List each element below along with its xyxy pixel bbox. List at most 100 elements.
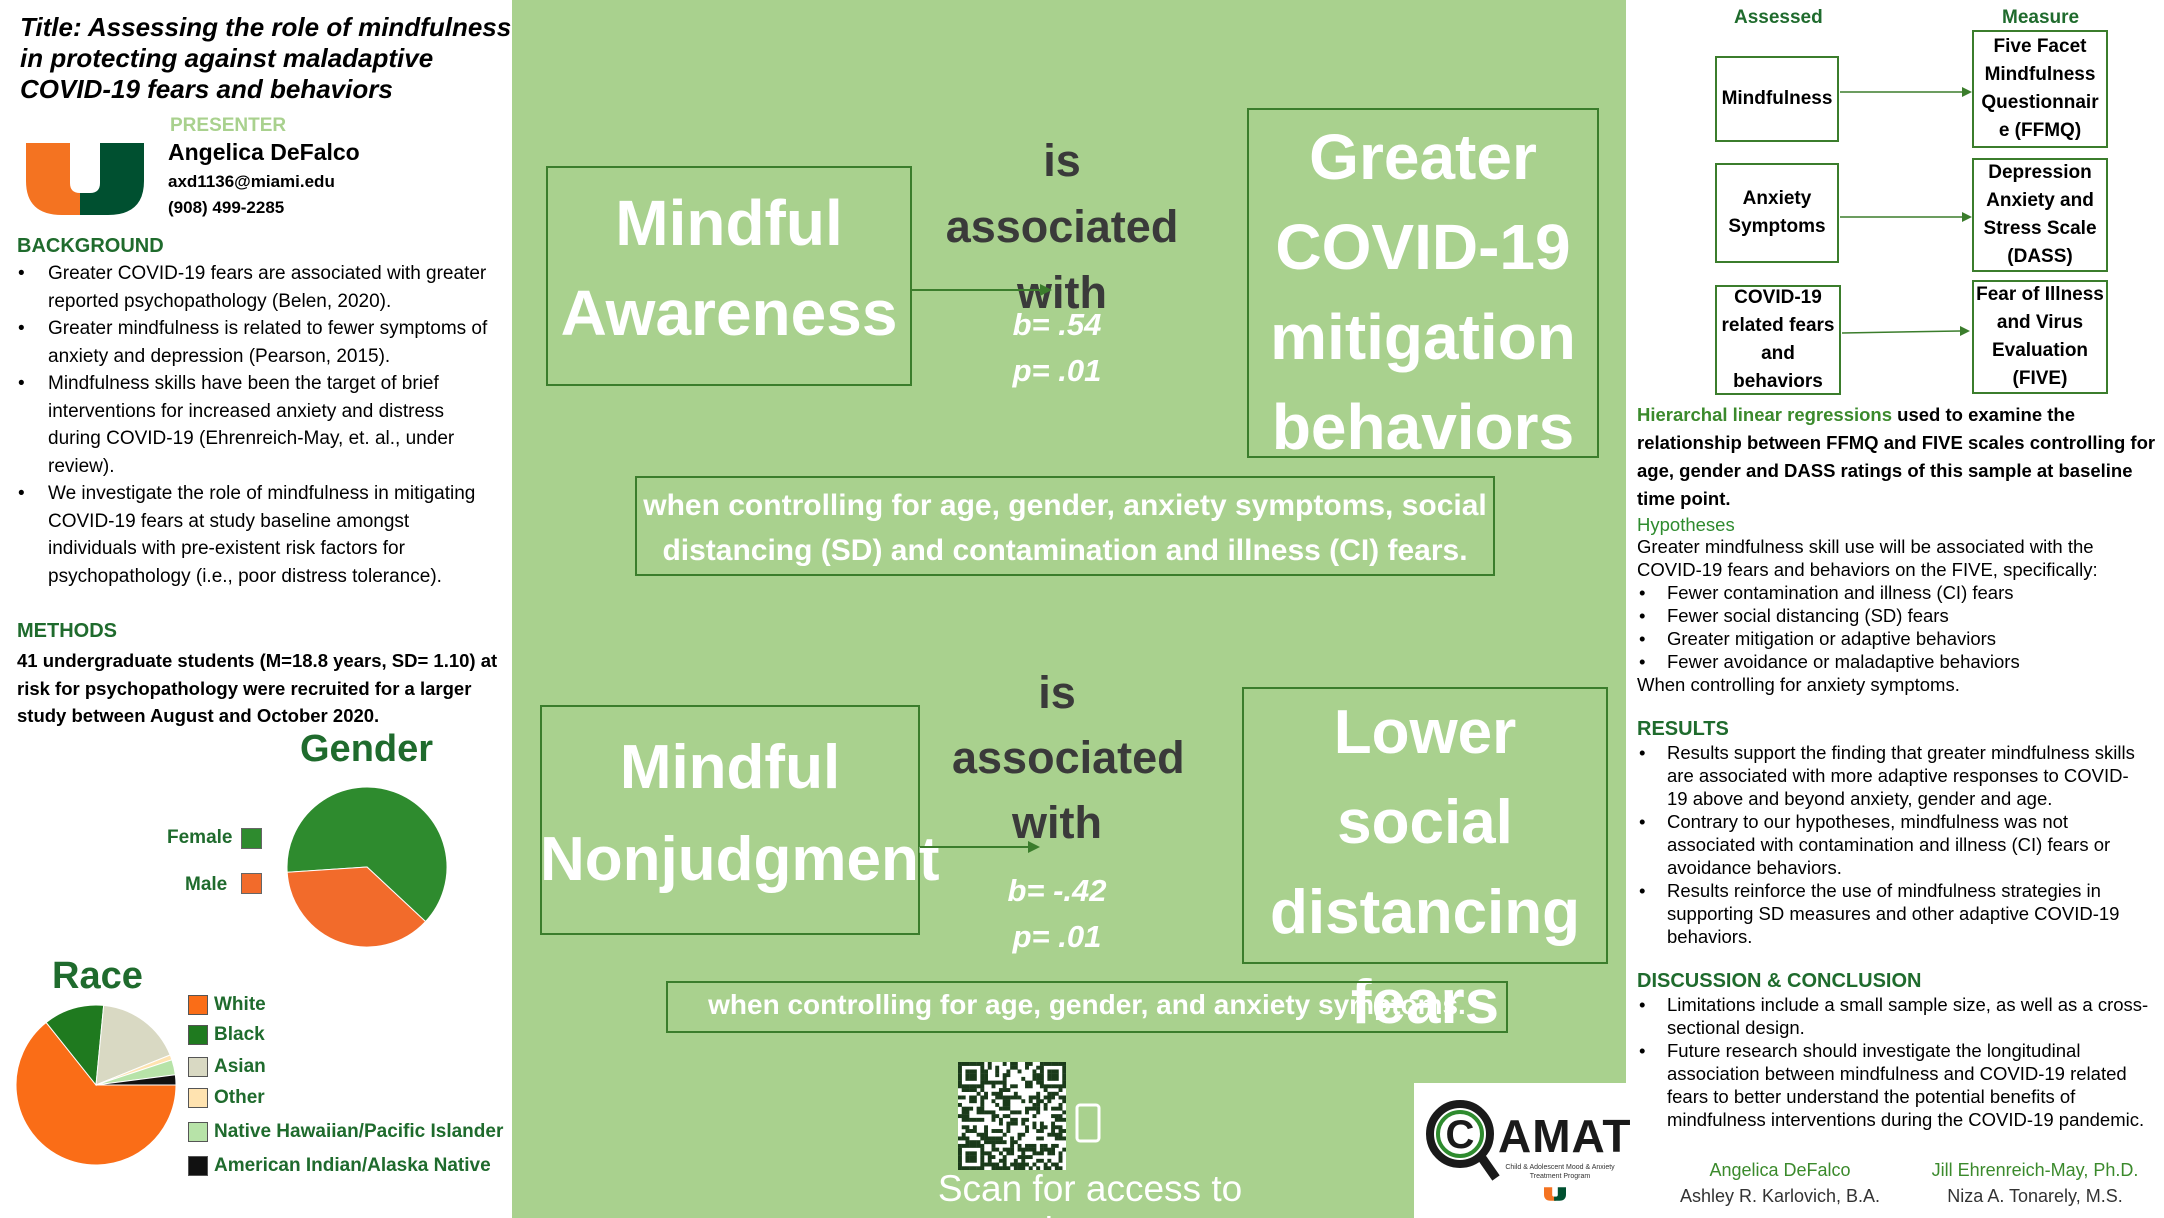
list-item: Fewer social distancing (SD) fears	[1637, 604, 2157, 627]
outcome-line: distancing	[1269, 878, 1581, 947]
box-line: Evaluation	[1991, 340, 2089, 361]
gender-pie-chart	[286, 786, 448, 948]
predictor-label-awareness: Mindful Awareness	[546, 178, 912, 358]
qr-code[interactable]	[958, 1062, 1066, 1170]
box-line: Anxiety and	[1986, 190, 2094, 211]
outcome-box-sd-fears	[1242, 687, 1608, 964]
list-item: Limitations include a small sample size,…	[1637, 993, 2149, 1039]
race-legend-black: Black	[188, 1022, 265, 1048]
pie-slice-asian	[95, 1004, 171, 1086]
box-line: and behaviors	[1733, 343, 1823, 392]
predictor-line: Mindful	[619, 733, 841, 802]
analysis-highlight: Hierarchal linear regressions	[1637, 404, 1893, 425]
list-item: Contrary to our hypotheses, mindfulness …	[1637, 810, 2142, 879]
control-box-1	[635, 476, 1495, 576]
box-line: Questionnair	[1981, 92, 2099, 113]
poster-title-line3: COVID-19 fears and behaviors	[20, 74, 393, 104]
analysis-text: Hierarchal linear regressions used to ex…	[1637, 401, 2157, 513]
author-1: Angelica DeFalco	[1709, 1160, 1851, 1180]
analysis-rest: used to examine the relationship between…	[1637, 404, 2156, 509]
measure-box-ffmq: Five Facet Mindfulness Questionnair e (F…	[1972, 30, 2108, 148]
presenter-email[interactable]: axd1136@miami.edu	[168, 172, 335, 191]
discussion-list: Limitations include a small sample size,…	[1637, 993, 2149, 1131]
arrow-1	[912, 284, 1052, 296]
col-header-measure: Measure	[2002, 7, 2080, 28]
arrow-measure-3	[1842, 326, 1970, 336]
camat-wordmark: AMAT	[1498, 1110, 1632, 1162]
race-swatch	[188, 1156, 208, 1176]
predictor-box-nonjudgment	[540, 705, 920, 935]
qr-caption: Scan for access to abstract	[937, 1168, 1243, 1218]
race-chart-title: Race	[52, 955, 143, 997]
race-legend-american-indian: American Indian/Alaska Native	[188, 1153, 491, 1179]
race-legend-label: American Indian/Alaska Native	[214, 1155, 491, 1176]
pie-slice-american-indian-alaska-native	[95, 1074, 177, 1086]
hypotheses-outro: When controlling for anxiety symptoms.	[1637, 674, 1960, 695]
presenter-label: PRESENTER	[170, 115, 287, 136]
control-text-2: when controlling for age, gender, and an…	[708, 989, 1466, 1020]
assessed-box-anxiety: Anxiety Symptoms	[1715, 163, 1839, 263]
outcome-line: fears	[1350, 968, 1500, 1037]
poster-title-line1: Title: Assessing the role of mindfulness	[20, 12, 512, 42]
outcome-line: Lower social	[1333, 698, 1517, 857]
stat-b-2: b= -.42	[1007, 873, 1107, 908]
predictor-line: Awareness	[560, 277, 898, 349]
pie-slice-male	[286, 866, 427, 948]
race-legend-label: Native Hawaiian/Pacific Islander	[214, 1121, 504, 1142]
gender-chart-title: Gender	[300, 728, 434, 770]
phone-icon	[1075, 1103, 1101, 1143]
stat-b-1: b= .54	[1012, 307, 1102, 342]
gender-legend-male: Male	[185, 874, 228, 895]
results-heading: RESULTS	[1637, 718, 1729, 740]
box-line: Stress Scale	[1983, 218, 2097, 239]
predictor-box-awareness	[546, 166, 912, 386]
pie-slice-black	[45, 1004, 105, 1087]
gender-swatch-female	[241, 828, 262, 849]
outcome-label-sd-fears: Lower social distancing fears	[1242, 688, 1608, 1048]
results-list: Results support the finding that greater…	[1637, 741, 2142, 948]
predictor-line: Mindful	[615, 187, 843, 259]
race-swatch	[188, 1122, 208, 1142]
race-swatch	[188, 995, 208, 1015]
list-item: Greater COVID-19 fears are associated wi…	[14, 260, 500, 315]
assoc-line: with	[1012, 797, 1102, 848]
discussion-heading: DISCUSSION & CONCLUSION	[1637, 970, 1922, 992]
gender-legend-female: Female	[167, 827, 233, 848]
hypotheses-intro: Greater mindfulness skill use will be as…	[1637, 536, 2098, 580]
outcome-label-mitigation: Greater COVID-19 mitigation behaviors	[1247, 112, 1599, 472]
box-line: Symptoms	[1728, 216, 1826, 237]
background-list: Greater COVID-19 fears are associated wi…	[14, 260, 500, 590]
list-item: We investigate the role of mindfulness i…	[14, 480, 500, 590]
measure-box-five: Fear of Illness and Virus Evaluation (FI…	[1972, 280, 2108, 394]
race-swatch	[188, 1057, 208, 1077]
race-legend-label: Asian	[214, 1056, 266, 1077]
list-item: Results support the finding that greater…	[1637, 741, 2142, 810]
race-legend-white: White	[188, 992, 266, 1018]
col-header-assessed: Assessed	[1734, 7, 1823, 28]
methods-text: 41 undergraduate students (M=18.8 years,…	[17, 650, 498, 726]
poster-title-line2: in protecting against maladaptive	[20, 43, 434, 73]
box-line: Fear of Illness	[1976, 284, 2104, 305]
assessed-box-covid-fears: COVID-19 related fears and behaviors	[1715, 285, 1841, 395]
assessed-box-mindfulness: Mindfulness	[1715, 56, 1839, 142]
predictor-line: Nonjudgment	[540, 825, 940, 894]
presenter-name: Angelica DeFalco	[168, 139, 360, 165]
pie-slice-white	[15, 1021, 177, 1166]
box-line: (FIVE)	[2012, 368, 2068, 389]
box-line: Depression	[1988, 162, 2092, 183]
outcome-line: COVID-19	[1275, 211, 1571, 283]
hypotheses-list: Fewer contamination and illness (CI) fea…	[1637, 581, 2157, 673]
race-legend-pacific-islander: Native Hawaiian/Pacific Islander	[188, 1119, 503, 1145]
methods-heading: METHODS	[17, 620, 117, 642]
university-logo	[26, 143, 144, 215]
measure-box-dass: Depression Anxiety and Stress Scale (DAS…	[1972, 158, 2108, 272]
box-line: (DASS)	[2007, 246, 2073, 267]
control-text-1: when controlling for age, gender, anxiet…	[635, 483, 1495, 573]
box-line: Mindfulness	[1721, 88, 1833, 109]
box-line: Mindfulness	[1984, 64, 2096, 85]
box-line: and Virus	[1996, 312, 2084, 333]
list-item: Fewer avoidance or maladaptive behaviors	[1637, 650, 2157, 673]
race-legend-label: Black	[214, 1024, 265, 1045]
box-line: related fears	[1721, 315, 1835, 336]
presenter-phone: (908) 499-2285	[168, 198, 285, 217]
